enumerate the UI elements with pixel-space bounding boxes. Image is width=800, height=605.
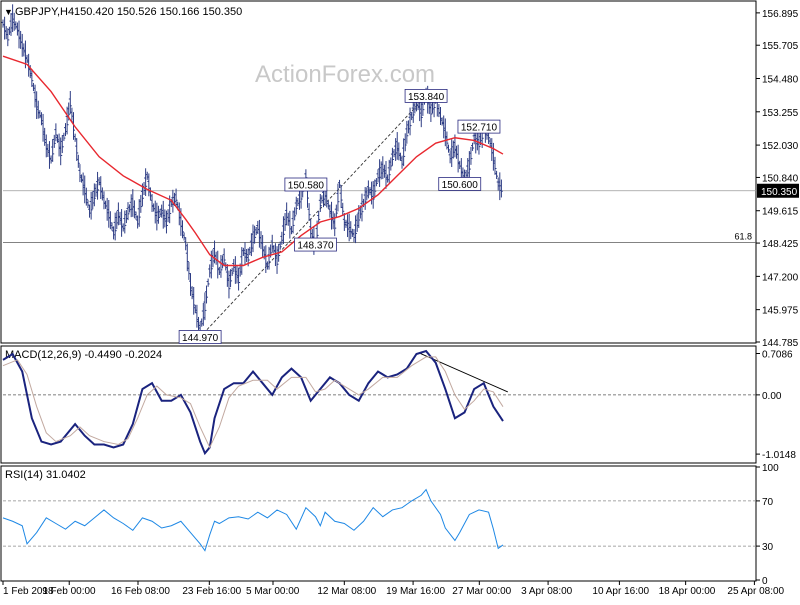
ohlc-values: 150.420 150.526 150.166 150.350: [74, 6, 242, 18]
macd-title: MACD(12,26,9) -0.4490 -0.2024: [5, 349, 162, 361]
x-axis-label: 27 Mar 00:00: [452, 586, 511, 597]
price-trendline: [199, 95, 427, 338]
price-annotation-box: [438, 177, 482, 191]
price-annotation-label: 150.580: [288, 181, 325, 192]
current-price-label: 150.350: [761, 187, 798, 198]
price-y-tick-label: 155.705: [762, 41, 799, 52]
price-y-tick-label: 145.975: [762, 306, 799, 317]
dropdown-arrow-icon[interactable]: ▼: [4, 7, 13, 17]
price-y-tick-label: 152.030: [762, 141, 799, 152]
x-axis-label: 3 Apr 08:00: [521, 586, 573, 597]
price-annotation-box: [404, 89, 448, 103]
price-annotation-label: 144.970: [182, 333, 219, 344]
x-axis-label: 9 Feb 00:00: [42, 586, 96, 597]
price-y-tick-label: 148.425: [762, 239, 799, 250]
x-axis-label: 5 Mar 00:00: [246, 586, 300, 597]
price-annotation-label: 152.710: [461, 123, 498, 134]
rsi-y-tick-label: 100: [762, 463, 779, 474]
macd-panel-frame: [0, 345, 757, 464]
macd-y-tick-label: -1.0148: [762, 450, 796, 461]
rsi-y-tick-label: 0: [762, 576, 768, 587]
price-y-tick-label: 150.840: [762, 173, 799, 184]
moving-average-line: [2, 55, 504, 267]
x-axis-label: 12 Mar 08:00: [317, 586, 376, 597]
rsi-title: RSI(14) 31.0402: [5, 469, 86, 481]
price-y-tick-label: 154.480: [762, 75, 799, 86]
price-y-tick-label: 147.200: [762, 272, 799, 283]
price-annotation-label: 150.600: [442, 180, 479, 191]
price-annotation-label: 153.840: [408, 92, 445, 103]
price-y-tick-label: 149.615: [762, 207, 799, 218]
price-y-tick-label: 156.895: [762, 9, 799, 20]
symbol-label: GBPJPY,H4: [15, 6, 74, 18]
x-axis-label: 1 Feb 2018: [3, 586, 54, 597]
x-axis-label: 10 Apr 16:00: [592, 586, 649, 597]
current-price-box: [757, 183, 799, 198]
x-axis-label: 18 Apr 00:00: [659, 586, 716, 597]
price-annotation-box: [284, 177, 328, 192]
fib-label: 61.8: [734, 231, 752, 241]
price-annotation-label: 148.370: [297, 241, 334, 252]
x-axis-label: 25 Apr 08:00: [727, 586, 784, 597]
rsi-y-tick-label: 30: [762, 542, 774, 553]
macd-macd-line: [2, 349, 504, 456]
watermark-text: ActionForex.com: [255, 61, 435, 88]
macd-y-tick-label: 0.7086: [762, 350, 793, 361]
price-y-tick-label: 153.255: [762, 108, 799, 119]
price-annotation-box: [294, 237, 337, 252]
rsi-line: [2, 488, 504, 552]
price-annotation-box: [457, 119, 501, 134]
rsi-panel-frame: [0, 465, 757, 582]
x-axis-label: 19 Mar 16:00: [386, 586, 445, 597]
x-axis-label: 23 Feb 16:00: [182, 586, 241, 597]
price-y-tick-label: 144.785: [762, 338, 799, 349]
rsi-y-tick-label: 70: [762, 497, 774, 508]
x-axis-label: 16 Feb 08:00: [111, 586, 170, 597]
macd-y-tick-label: 0.00: [762, 391, 782, 402]
price-annotation-box: [178, 330, 222, 344]
macd-signal-line: [2, 356, 504, 449]
